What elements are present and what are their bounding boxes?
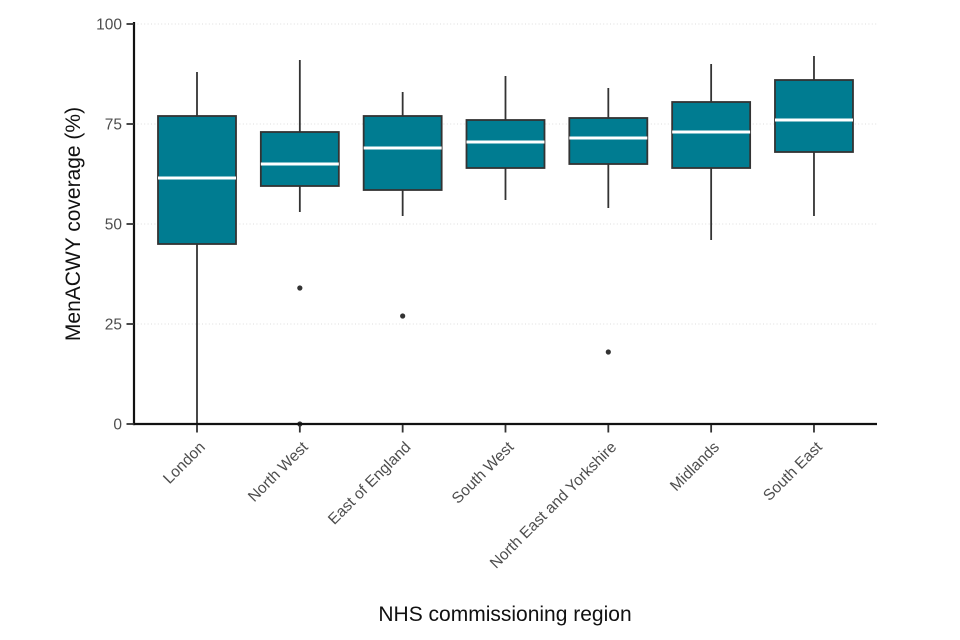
y-axis-title: MenACWY coverage (%) [62,107,85,341]
x-tick-label: East of England [325,439,414,528]
boxes-layer [157,56,854,427]
iqr-box [362,115,443,191]
iqr-box [774,79,854,153]
iqr-box [465,119,546,169]
y-tick-label: 75 [105,117,122,134]
y-tick-label: 25 [105,317,122,334]
outlier-point [297,285,303,291]
x-axis-title: NHS commissioning region [378,603,631,626]
outlier-point [400,313,406,319]
y-tick-label: 0 [113,417,122,434]
x-tick-label: South West [449,438,518,507]
iqr-box [671,101,752,169]
iqr-box [568,117,649,165]
iqr-box [259,131,340,187]
x-tick-label: London [160,439,209,488]
y-tick-label: 100 [96,17,122,34]
x-tick-label: South East [760,438,826,504]
axes-layer: 0 25 50 75 100 London North West East of Englan… [96,17,877,572]
iqr-box [157,115,237,245]
x-tick-label: North West [245,438,312,505]
x-tick-label: Midlands [667,439,723,495]
y-tick-label: 50 [105,217,123,234]
outlier-point [605,349,611,355]
